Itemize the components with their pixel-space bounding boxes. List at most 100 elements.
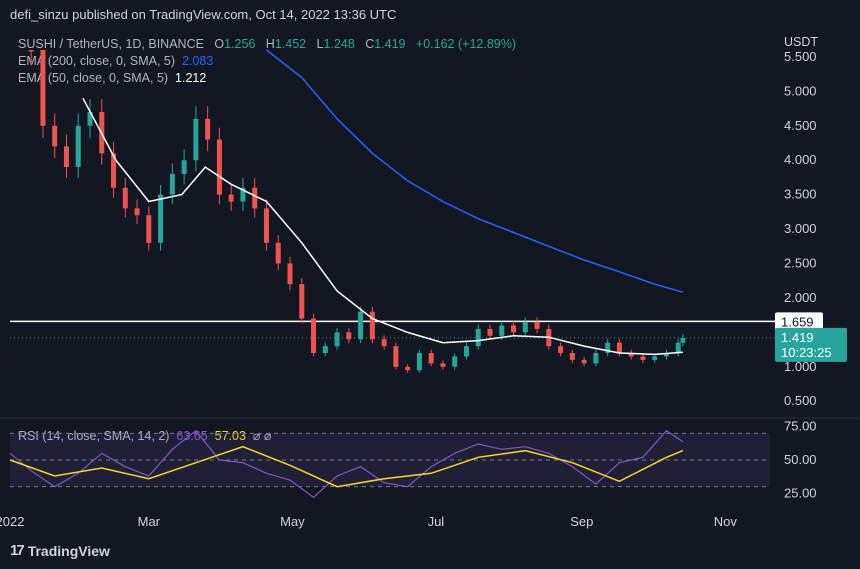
high-label: H [265,37,275,51]
candle-body [216,139,222,195]
candle-body [275,242,281,264]
candle-body [299,284,305,319]
candle-body [322,346,328,354]
candle-body [581,359,587,364]
candle-body [87,111,93,126]
candle-body [640,356,646,360]
price-tick-label: 0.500 [784,393,817,408]
price-tick-label: 2.000 [784,290,817,305]
candle-body [475,328,481,347]
candle-body [487,328,493,336]
rsi-visibility-icons[interactable]: ⌀ ⌀ [252,429,272,443]
candle-body [205,118,211,140]
candle-body [122,187,128,209]
time-tick-label: Nov [714,514,738,529]
rsi-tick-label: 25.00 [784,485,817,500]
low-value: 1.248 [323,37,355,51]
candle-body [228,194,234,202]
rsi-line [9,429,684,499]
ema50-value: 1.212 [175,71,207,85]
candle-body [252,187,258,209]
ema50-line [82,97,683,356]
symbol-label[interactable]: SUSHI / TetherUS, 1D, BINANCE [18,37,204,51]
price-tick-label: 1.000 [784,359,817,374]
ema200-value: 2.083 [181,54,214,68]
price-tick-label: 5.000 [784,83,817,98]
candle-body [569,353,575,360]
time-tick-label: Sep [570,514,593,529]
candle-body [616,342,622,354]
time-tick-label: Jul [428,514,445,529]
countdown-text: 10:23:25 [781,345,832,360]
candle-body [522,322,528,333]
price-tick-label: 4.500 [784,118,817,133]
candle-body [369,311,375,340]
candle-body [663,353,669,357]
candle-body [158,194,164,243]
ema200-line [266,49,684,293]
candle-body [428,353,434,364]
rsi-tick-label: 75.00 [784,419,817,434]
close-value: 1.419 [374,37,406,51]
legend-symbol-row: SUSHI / TetherUS, 1D, BINANCE O1.256 H1.… [18,36,516,53]
candle-body [405,366,411,371]
candle-body [334,332,340,347]
price-tick-label: 5.500 [784,49,817,64]
open-value: 1.256 [224,37,256,51]
candle-body [381,339,387,347]
high-value: 1.452 [274,37,307,51]
time-tick-label: 2022 [0,514,24,529]
candle-body [605,342,611,354]
candle-body [28,50,34,52]
open-label: O [214,37,225,51]
rsi-sma-value: 57.03 [214,429,246,443]
candle-body [75,125,81,168]
level-price-text: 1.659 [781,314,814,329]
rsi-sma-line [9,445,684,488]
candle-body [146,215,152,243]
candle-body [393,346,399,367]
candle-body [499,325,505,336]
last-price-text: 1.419 [781,330,814,345]
tradingview-brand: TradingView [27,542,110,559]
candle-body [675,342,681,354]
candle-body [452,356,458,367]
level-price-tag [775,312,823,331]
candle-body [134,208,140,216]
time-tick-label: Mar [138,514,161,529]
candle-body [511,325,517,333]
ema200-label: EMA (200, close, 0, SMA, 5) [18,54,176,68]
legend-ema200-row[interactable]: EMA (200, close, 0, SMA, 5) 2.083 [18,53,516,70]
candle-body [652,356,658,360]
candle-body [346,332,352,340]
low-label: L [316,37,324,51]
price-tick-label: 4.000 [784,152,817,167]
price-tick-label: 2.500 [784,255,817,270]
candle-body [628,353,634,357]
candle-body [463,346,469,357]
tradingview-logo-icon: 17 [10,542,25,559]
change-value: +0.162 (+12.89%) [415,37,516,51]
candle-body [263,208,269,243]
candle-body [111,153,117,188]
candle-body [593,353,599,364]
price-tick-label: 3.000 [784,221,817,236]
candle-body [558,346,564,354]
candle-body [358,311,364,340]
published-header: defi_sinzu published on TradingView.com,… [10,7,397,22]
candle-body [534,322,540,329]
ema50-label: EMA (50, close, 0, SMA, 5) [18,71,169,85]
price-tick-label: 3.500 [784,187,817,202]
candle-body [169,173,175,195]
candle-body [52,125,58,147]
candle-body [63,146,69,168]
currency-label: USDT [784,35,819,49]
candle-body [40,50,46,126]
candle-body [311,318,317,354]
candle-body [240,187,246,202]
candle-body [193,118,199,161]
legend-ema50-row[interactable]: EMA (50, close, 0, SMA, 5) 1.212 [18,70,516,87]
last-price-tag [775,327,847,362]
rsi-tick-label: 50.00 [784,452,817,467]
